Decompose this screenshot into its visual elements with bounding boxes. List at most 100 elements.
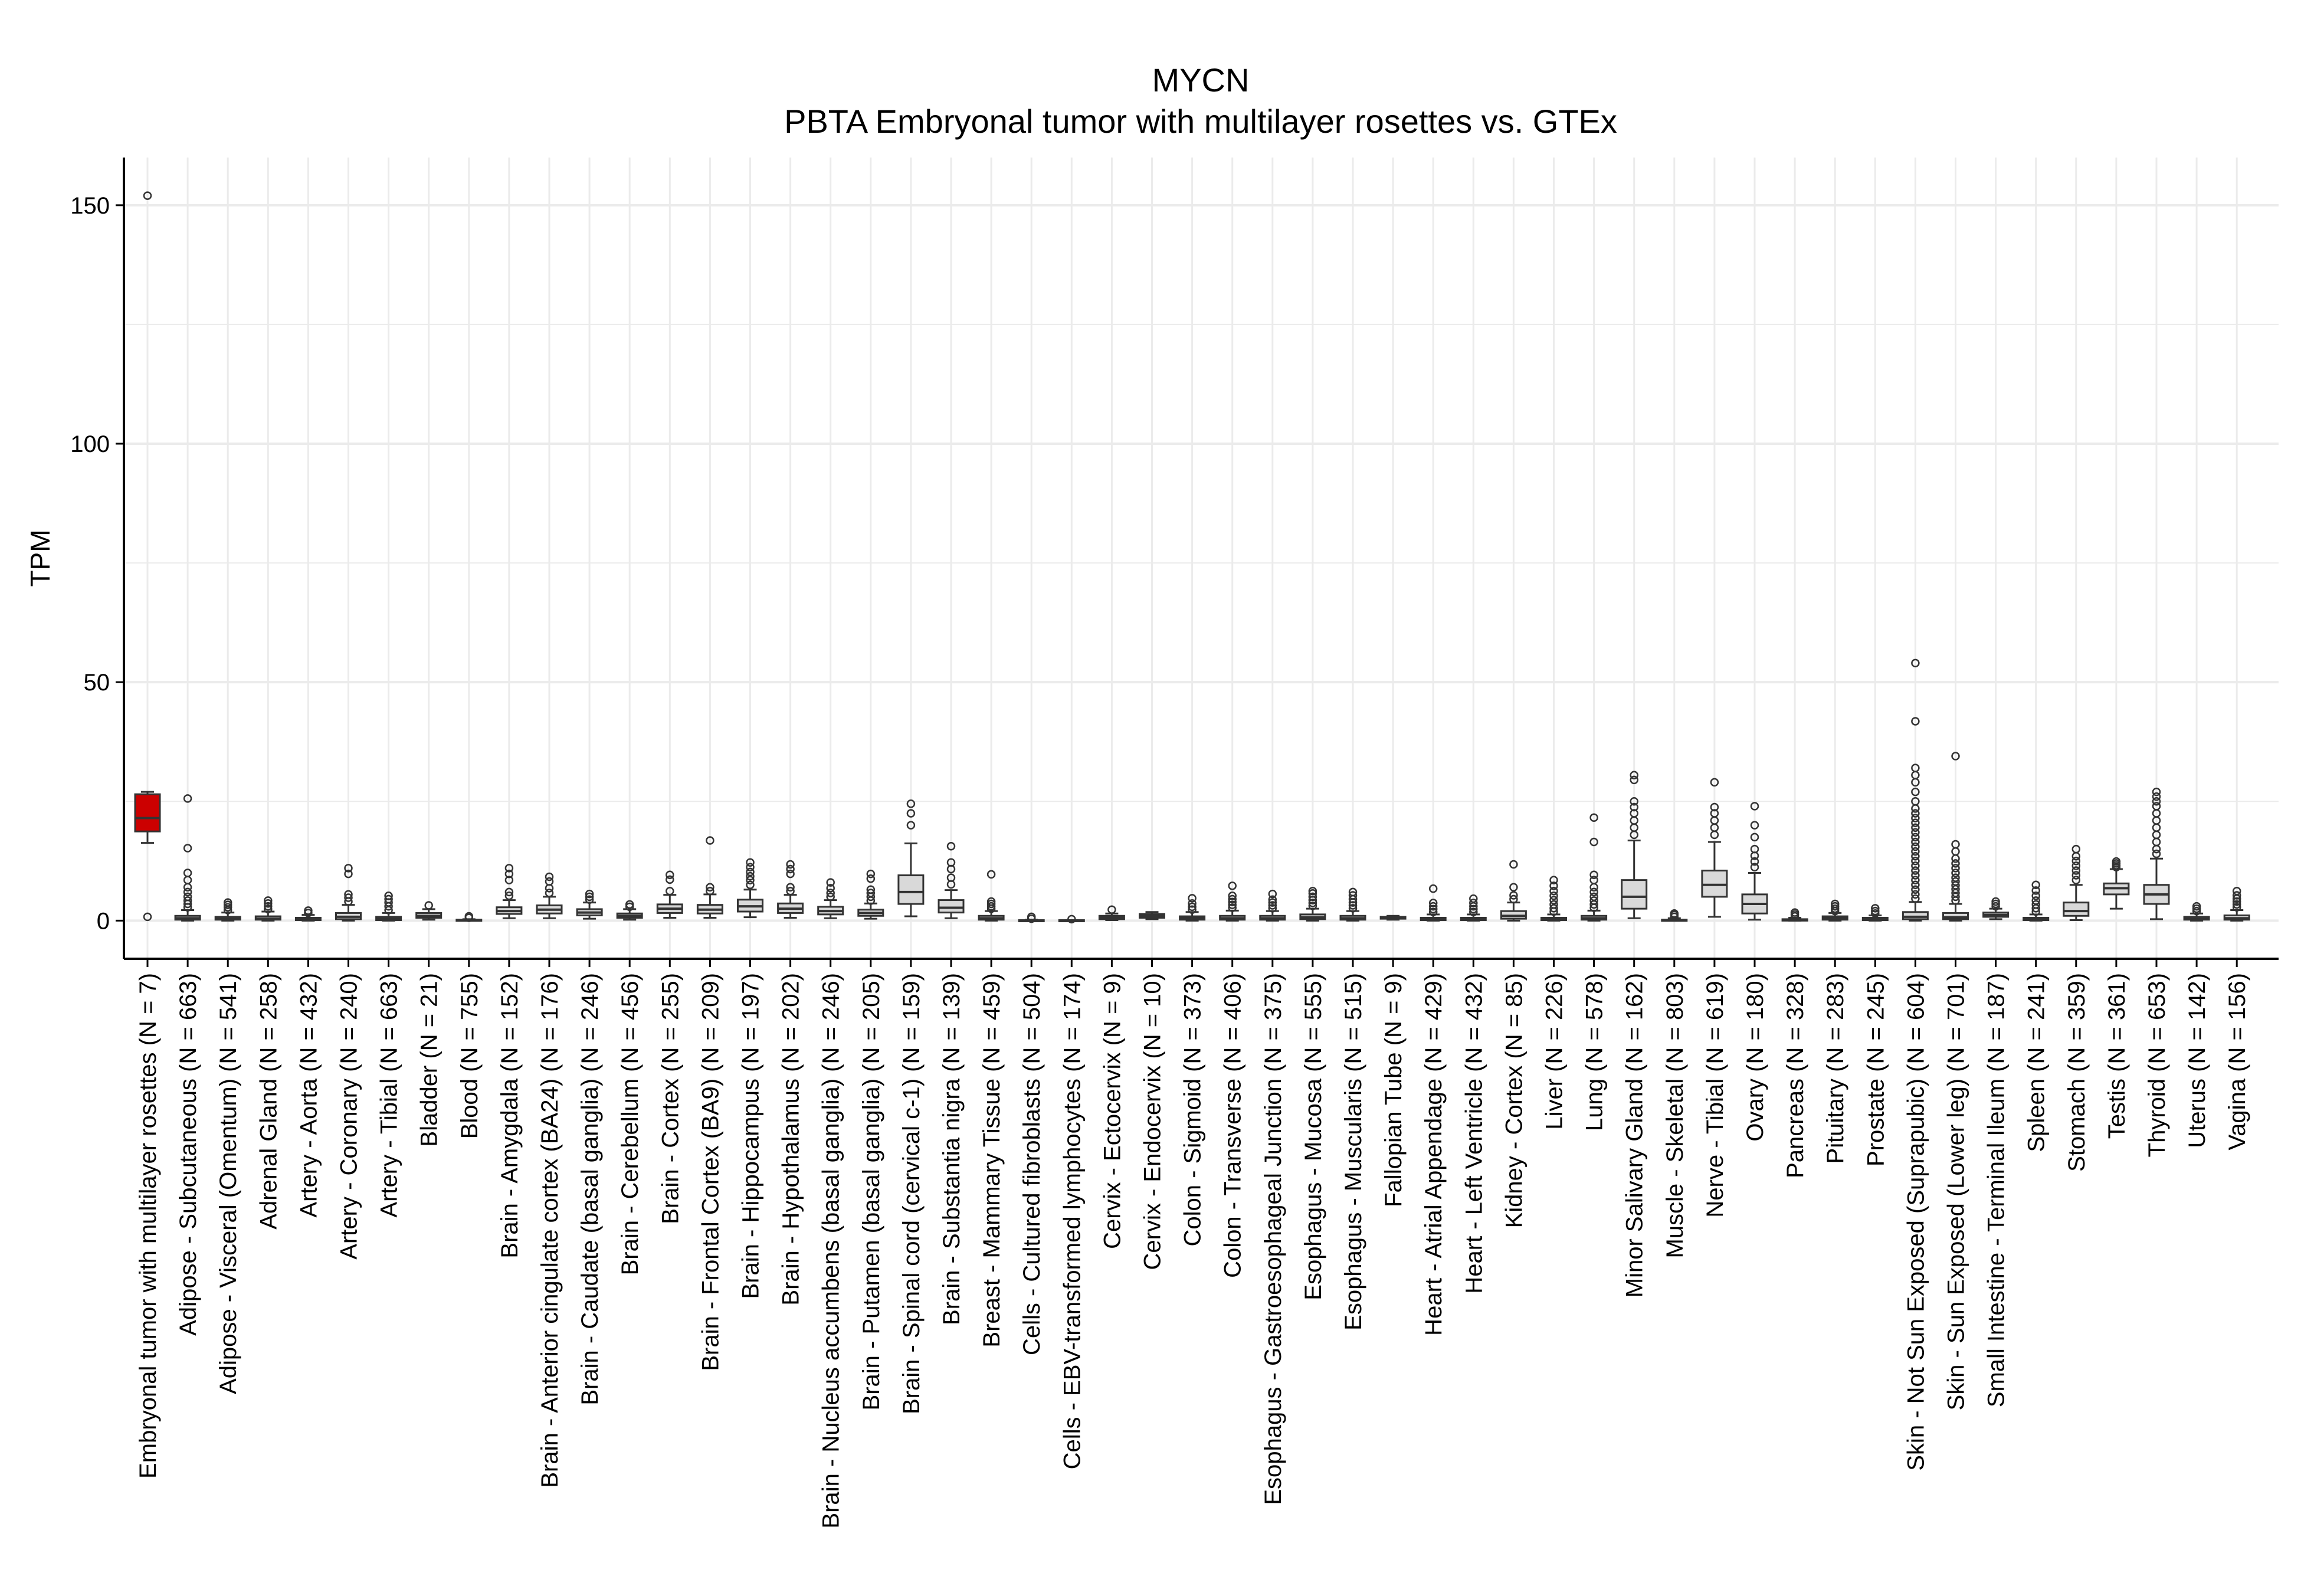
outlier-point: [1188, 902, 1197, 912]
x-tick-label: Nerve - Tibial (N = 619): [1702, 973, 1728, 1218]
x-tick-label: Adrenal Gland (N = 258): [255, 973, 281, 1230]
x-tick-label: Colon - Transverse (N = 406): [1220, 973, 1246, 1278]
chart-subtitle: PBTA Embryonal tumor with multilayer ros…: [784, 103, 1617, 140]
x-tick-label: Brain - Amygdala (N = 152): [497, 973, 523, 1259]
outlier-point: [1188, 894, 1197, 903]
outlier-point: [2071, 857, 2081, 866]
box-iqr: [1902, 911, 1929, 920]
outlier-point: [1228, 894, 1237, 904]
outlier-point: [1911, 763, 1920, 772]
x-tick-label: Small Intestine - Terminal Ileum (N = 18…: [1984, 973, 2010, 1407]
boxplot-36: [1581, 813, 1608, 922]
x-tick-label: Skin - Sun Exposed (Lower leg) (N = 701): [1943, 973, 1969, 1410]
outlier-point: [223, 898, 232, 907]
boxplot-3: [254, 896, 281, 922]
outlier-point: [1549, 904, 1558, 913]
x-tick-label: Vagina (N = 156): [2224, 973, 2250, 1151]
outlier-point: [1630, 802, 1638, 812]
box-iqr: [1942, 912, 1969, 920]
outlier-point: [706, 886, 714, 896]
outlier-point: [2031, 900, 2040, 909]
outlier-point: [2071, 844, 2081, 854]
x-tick-label: Muscle - Skeletal (N = 803): [1662, 973, 1688, 1259]
x-tick-label: Brain - Cortex (N = 255): [657, 973, 683, 1224]
y-tick-layer: 0 50 100 150: [70, 193, 124, 934]
outlier-point: [2031, 880, 2040, 889]
outlier-point: [384, 894, 393, 904]
axis-layer: [123, 158, 2279, 960]
outlier-point: [1951, 877, 1960, 886]
outlier-point: [1549, 881, 1558, 890]
x-tick-label: Brain - Caudate (basal ganglia) (N = 246…: [577, 973, 603, 1405]
outlier-point: [706, 883, 714, 892]
boxplot-14: [696, 836, 723, 919]
x-tick-label: Esophagus - Mucosa (N = 555): [1300, 973, 1326, 1300]
outlier-point: [1188, 899, 1197, 908]
x-tick-label: Minor Salivary Gland (N = 162): [1622, 973, 1648, 1297]
outlier-point: [1871, 906, 1880, 916]
outlier-point: [1911, 787, 1920, 797]
outlier-point: [1951, 859, 1960, 868]
outlier-point: [1067, 915, 1076, 924]
boxplot-27: [1219, 881, 1246, 922]
boxplot-2: [214, 898, 241, 922]
outlier-point: [2071, 861, 2081, 870]
outlier-point: [183, 896, 192, 905]
outlier-point: [1911, 851, 1920, 861]
outlier-point: [1951, 752, 1960, 761]
outlier-point: [1589, 837, 1598, 847]
outlier-point: [2232, 903, 2241, 912]
outlier-point: [2232, 891, 2241, 900]
outlier-point: [2071, 871, 2081, 880]
outlier-point: [2112, 857, 2121, 866]
outlier-point: [1549, 900, 1558, 909]
outlier-point: [1750, 833, 1759, 842]
boxplot-41: [1781, 908, 1808, 922]
boxplot-50: [2143, 787, 2170, 920]
outlier-point: [786, 883, 795, 892]
box-iqr: [1621, 879, 1648, 910]
outlier-point: [1750, 802, 1759, 811]
x-tick-label: Breast - Mammary Tissue (N = 459): [979, 973, 1005, 1348]
x-tick-label: Stomach (N = 359): [2064, 973, 2090, 1172]
boxplot-40: [1741, 802, 1768, 921]
outlier-point: [1951, 873, 1960, 882]
x-tick-label: Skin - Not Sun Exposed (Suprapubic) (N =…: [1903, 973, 1929, 1471]
y-axis-label: TPM: [25, 529, 55, 586]
boxplot-29: [1299, 886, 1326, 922]
outlier-point: [746, 876, 755, 884]
boxplot-43: [1861, 904, 1889, 922]
outlier-point: [1549, 896, 1558, 904]
outlier-point: [1630, 771, 1638, 780]
x-tick-label: Thyroid (N = 653): [2144, 973, 2170, 1157]
boxplot-52: [2223, 886, 2250, 922]
x-tick-label: Uterus (N = 142): [2184, 973, 2210, 1148]
outlier-point: [906, 821, 916, 830]
outlier-point: [1911, 866, 1920, 875]
outlier-point: [1549, 876, 1558, 884]
outlier-point: [1428, 902, 1438, 911]
outlier-point: [1911, 818, 1920, 827]
boxplot-21: [978, 870, 1005, 922]
x-tick-label: Brain - Hypothalamus (N = 202): [778, 973, 804, 1306]
outlier-point: [183, 794, 192, 803]
outlier-point: [1710, 778, 1719, 787]
outlier-point: [1589, 896, 1598, 905]
outlier-point: [1107, 905, 1116, 914]
outlier-point: [1348, 891, 1358, 900]
boxplot-20: [938, 841, 965, 919]
outlier-point: [625, 900, 634, 909]
outlier-point: [1911, 890, 1920, 899]
x-tick-label: Pituitary (N = 283): [1823, 973, 1848, 1164]
outlier-point: [1268, 895, 1277, 904]
outlier-point: [1268, 898, 1277, 907]
outlier-point: [1911, 861, 1920, 870]
outlier-point: [1911, 894, 1920, 903]
x-tick-label: Brain - Spinal cord (cervical c-1) (N = …: [899, 973, 925, 1414]
outlier-point: [2232, 897, 2241, 906]
outlier-point: [2152, 792, 2161, 801]
box-iqr: [134, 793, 161, 833]
boxplot-51: [2183, 902, 2210, 922]
